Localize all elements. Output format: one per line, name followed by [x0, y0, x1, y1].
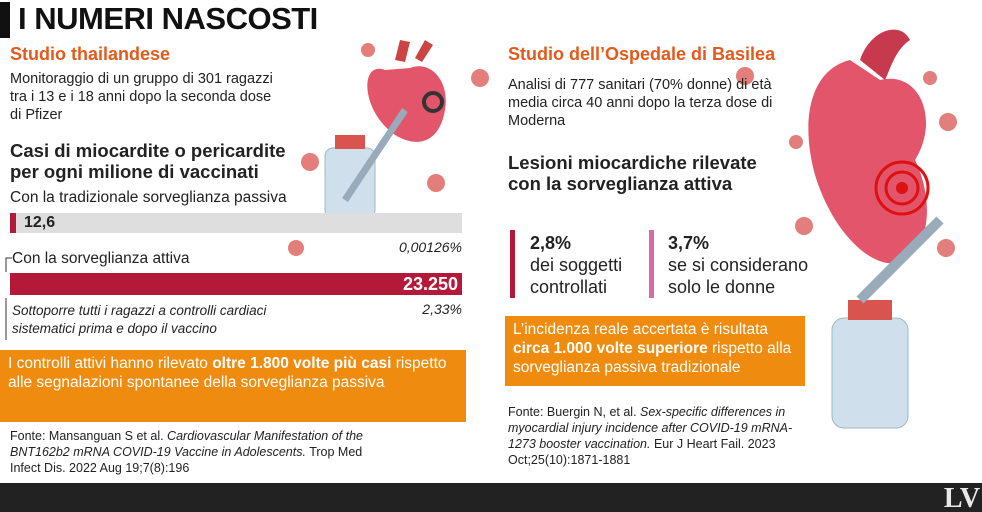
bar	[10, 273, 462, 295]
bar-label: Con la tradizionale sorveglianza passiva	[10, 189, 287, 206]
bar-value: 12,6	[24, 214, 56, 231]
text-bold: oltre 1.800 volte più casi	[212, 355, 392, 372]
highlight-box: I controlli attivi hanno rilevato oltre …	[0, 350, 466, 422]
stat-value: 2,8%	[530, 233, 572, 253]
stat: 3,7% se si considerano solo le donne	[668, 232, 828, 298]
intro: Monitoraggio di un gruppo di 301 ragazzi…	[10, 71, 273, 123]
text: Fonte: Buergin N, et al.	[508, 405, 641, 419]
text: I controlli attivi hanno rilevato	[8, 355, 213, 372]
bar	[10, 213, 16, 233]
chart-title: Casi di miocardite o pericardite per ogn…	[10, 140, 286, 182]
source: Fonte: Buergin N, et al. Sex-specific di…	[508, 404, 798, 468]
text: Trop Med Infect Dis. 2022 Aug 19;7(8):19…	[10, 445, 363, 475]
stat-marker	[510, 230, 515, 298]
heart-illustration-right	[808, 29, 944, 429]
bar-percent: 0,00126%	[398, 239, 462, 255]
stat-value: 3,7%	[668, 233, 710, 253]
title-marker	[0, 2, 10, 38]
stat-text: dei soggetti controllati	[530, 255, 623, 297]
text: rispetto alla sorveglianza passiva tradi…	[513, 340, 792, 376]
stat: 2,8% dei soggetti controllati	[530, 232, 640, 298]
text-italic: Cardiovascular Manifestation of the BNT1…	[10, 429, 363, 459]
source: Fonte: Mansanguan S et al. Cardiovascula…	[10, 428, 395, 476]
text: Eur J Heart Fail. 2023 Oct;25(10):1871-1…	[508, 437, 776, 467]
text: L’incidenza reale accertata è risultata	[513, 321, 769, 338]
text-italic: Sex-specific differences in myocardial i…	[508, 405, 793, 451]
text: Fonte: Mansanguan S et al.	[10, 429, 168, 443]
stat-marker	[649, 230, 654, 298]
stat-text: se si considerano solo le donne	[668, 255, 809, 297]
bracket	[5, 257, 12, 272]
footer-band	[0, 483, 982, 512]
bar-percent: 2,33%	[422, 301, 462, 317]
title: I NUMERI NASCOSTI	[18, 1, 318, 36]
heart-illustration-left	[324, 40, 446, 219]
logo: LV	[944, 483, 980, 512]
highlight-box: L’incidenza reale accertata è risultata …	[505, 316, 805, 386]
bar-label: Con la sorveglianza attiva	[12, 250, 190, 267]
bar-value: 23.250	[402, 274, 458, 294]
bar-track	[10, 213, 462, 233]
heading: Studio thailandese	[10, 44, 171, 64]
virus-icons	[288, 43, 957, 257]
text-bold: circa 1.000 volte superiore	[513, 340, 708, 357]
intro: Analisi di 777 sanitari (70% donne) di e…	[508, 77, 773, 129]
heading: Studio dell’Ospedale di Basilea	[508, 44, 776, 64]
chart-title: Lesioni miocardiche rilevate con la sorv…	[508, 152, 757, 194]
note: Sottoporre tutti i ragazzi a controlli c…	[12, 303, 267, 336]
text: rispetto alle segnalazioni spontanee del…	[8, 355, 447, 391]
